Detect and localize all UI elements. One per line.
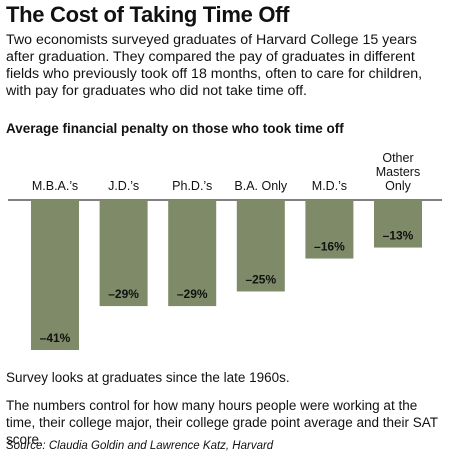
bar-5 [374,200,422,248]
bar-chart: –41% M.B.A.’s –29% J.D.’s –29% Ph.D.’s –25% B.A… [8,151,442,350]
bar-value-label-1: –29% [108,287,139,301]
intro-paragraph: Two economists surveyed graduates of Har… [6,32,423,99]
bar-4 [305,200,354,259]
category-label-2: Ph.D.’s [172,179,212,193]
bar-0 [31,200,79,350]
bar-value-label-3: –25% [245,272,276,286]
survey-note: Survey looks at graduates since the late… [6,370,290,385]
controls-note: The numbers control for how many hours p… [6,398,438,447]
category-label-3: B.A. Only [234,179,288,193]
bar-2 [168,200,217,307]
chart-title: Average financial penalty on those who t… [6,121,344,136]
bar-3 [236,200,285,292]
bar-1 [99,200,148,307]
category-label-5-line-1: Masters [376,165,420,179]
bar-value-label-4: –16% [314,240,345,254]
bar-value-label-0: –41% [40,331,71,345]
category-label-4: M.D.’s [312,179,347,193]
chart-heading: The Cost of Taking Time Off [6,2,290,27]
source-credit: Source: Claudia Goldin and Lawrence Katz… [6,440,274,452]
category-label-5-line-2: Only [385,179,411,193]
bar-value-label-2: –29% [177,287,208,301]
category-label-5-line-0: Other [382,151,413,165]
bar-value-label-5: –13% [383,229,414,243]
category-label-0: M.B.A.’s [32,179,78,193]
category-label-1: J.D.’s [108,179,139,193]
